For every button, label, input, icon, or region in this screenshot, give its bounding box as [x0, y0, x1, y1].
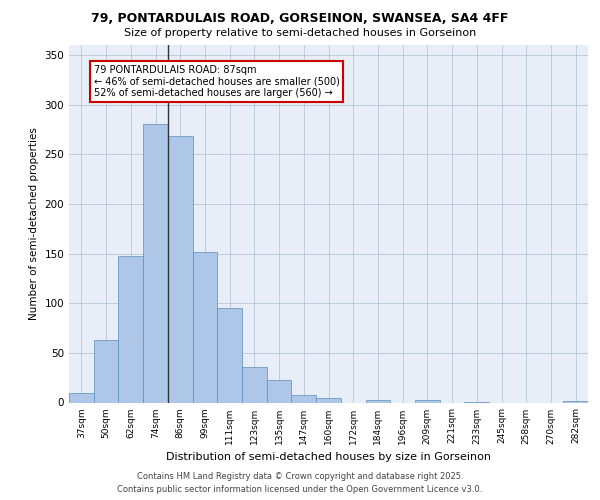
- Text: 79 PONTARDULAIS ROAD: 87sqm
← 46% of semi-detached houses are smaller (500)
52% : 79 PONTARDULAIS ROAD: 87sqm ← 46% of sem…: [94, 65, 340, 98]
- Text: 79, PONTARDULAIS ROAD, GORSEINON, SWANSEA, SA4 4FF: 79, PONTARDULAIS ROAD, GORSEINON, SWANSE…: [91, 12, 509, 26]
- Bar: [193, 252, 217, 402]
- Bar: [316, 398, 341, 402]
- Y-axis label: Number of semi-detached properties: Number of semi-detached properties: [29, 128, 39, 320]
- Bar: [143, 124, 168, 402]
- Bar: [168, 136, 193, 402]
- X-axis label: Distribution of semi-detached houses by size in Gorseinon: Distribution of semi-detached houses by …: [166, 452, 491, 462]
- Bar: [94, 340, 118, 402]
- Bar: [242, 367, 267, 402]
- Bar: [118, 256, 143, 402]
- Bar: [365, 400, 390, 402]
- Bar: [415, 400, 440, 402]
- Bar: [292, 394, 316, 402]
- Bar: [267, 380, 292, 402]
- Text: Size of property relative to semi-detached houses in Gorseinon: Size of property relative to semi-detach…: [124, 28, 476, 38]
- Bar: [563, 400, 588, 402]
- Text: Contains HM Land Registry data © Crown copyright and database right 2025.
Contai: Contains HM Land Registry data © Crown c…: [118, 472, 482, 494]
- Bar: [217, 308, 242, 402]
- Bar: [69, 392, 94, 402]
